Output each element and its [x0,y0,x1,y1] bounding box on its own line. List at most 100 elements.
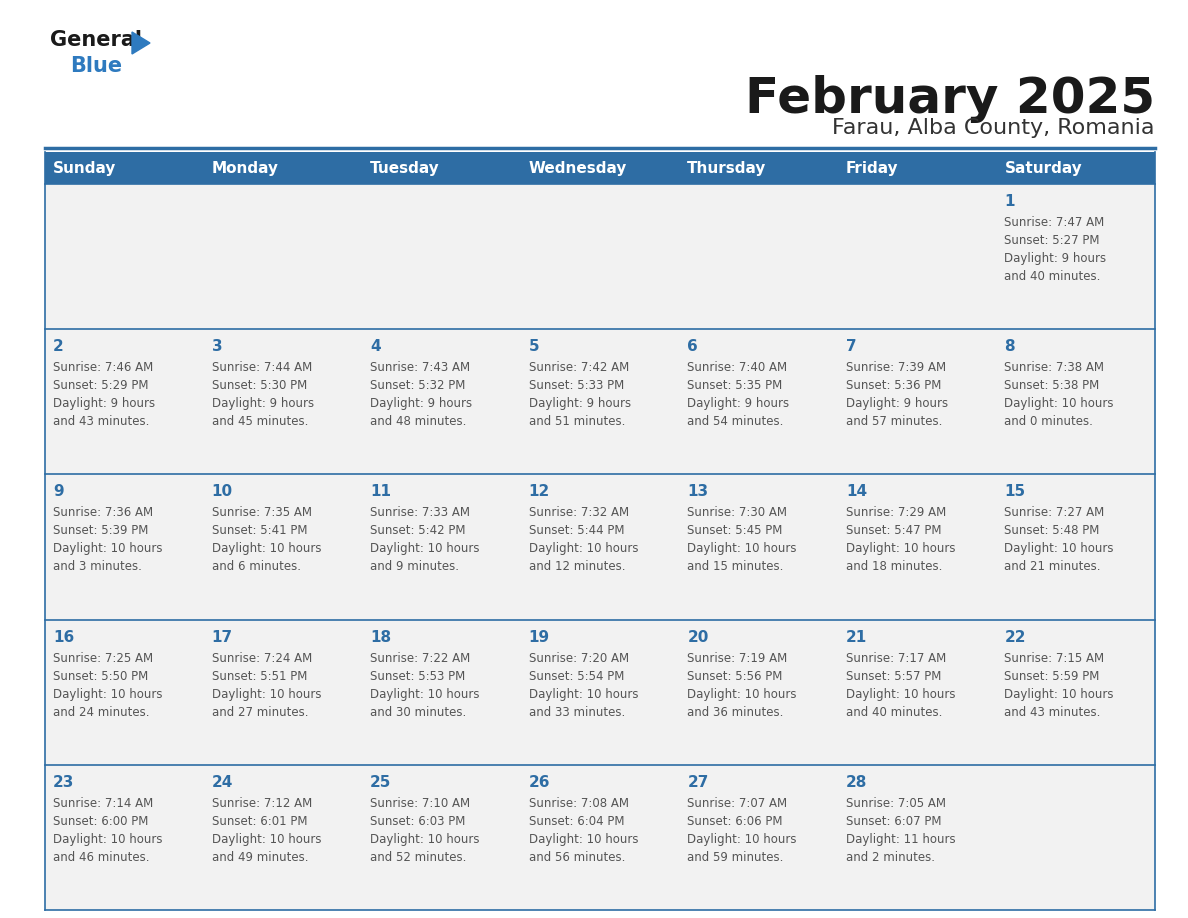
Text: and 43 minutes.: and 43 minutes. [1004,706,1101,719]
Text: 3: 3 [211,339,222,354]
Text: Friday: Friday [846,161,898,175]
Text: Daylight: 9 hours: Daylight: 9 hours [1004,252,1106,265]
Text: Sunrise: 7:08 AM: Sunrise: 7:08 AM [529,797,628,810]
Text: and 43 minutes.: and 43 minutes. [53,415,150,428]
Text: Sunset: 6:01 PM: Sunset: 6:01 PM [211,815,307,828]
Text: Sunrise: 7:43 AM: Sunrise: 7:43 AM [371,361,470,375]
Text: 13: 13 [688,485,708,499]
Bar [45,475,1155,620]
Text: Tuesday: Tuesday [371,161,440,175]
Text: 5: 5 [529,339,539,354]
Text: Monday: Monday [211,161,278,175]
Text: Blue: Blue [70,56,122,76]
Text: Sunrise: 7:24 AM: Sunrise: 7:24 AM [211,652,311,665]
Text: Sunset: 5:39 PM: Sunset: 5:39 PM [53,524,148,537]
Text: Sunrise: 7:47 AM: Sunrise: 7:47 AM [1004,216,1105,229]
Text: Farau, Alba County, Romania: Farau, Alba County, Romania [833,118,1155,138]
Text: Daylight: 10 hours: Daylight: 10 hours [1004,397,1114,410]
Text: Daylight: 10 hours: Daylight: 10 hours [688,543,797,555]
Text: Daylight: 9 hours: Daylight: 9 hours [371,397,473,410]
Text: and 54 minutes.: and 54 minutes. [688,415,784,428]
Text: Wednesday: Wednesday [529,161,627,175]
Text: Sunrise: 7:22 AM: Sunrise: 7:22 AM [371,652,470,665]
Text: Daylight: 10 hours: Daylight: 10 hours [1004,688,1114,700]
Text: and 57 minutes.: and 57 minutes. [846,415,942,428]
Text: and 52 minutes.: and 52 minutes. [371,851,467,864]
Text: and 51 minutes.: and 51 minutes. [529,415,625,428]
Text: 11: 11 [371,485,391,499]
Text: Daylight: 10 hours: Daylight: 10 hours [688,833,797,845]
Text: Sunrise: 7:36 AM: Sunrise: 7:36 AM [53,507,153,520]
Text: and 40 minutes.: and 40 minutes. [846,706,942,719]
Text: Sunset: 5:53 PM: Sunset: 5:53 PM [371,669,466,683]
Text: and 48 minutes.: and 48 minutes. [371,415,467,428]
Text: Sunrise: 7:44 AM: Sunrise: 7:44 AM [211,361,311,375]
Text: Daylight: 10 hours: Daylight: 10 hours [529,543,638,555]
Text: Sunrise: 7:29 AM: Sunrise: 7:29 AM [846,507,946,520]
Text: and 21 minutes.: and 21 minutes. [1004,560,1101,574]
Text: Sunrise: 7:19 AM: Sunrise: 7:19 AM [688,652,788,665]
Text: 15: 15 [1004,485,1025,499]
Text: Daylight: 10 hours: Daylight: 10 hours [211,543,321,555]
Text: Sunset: 5:33 PM: Sunset: 5:33 PM [529,379,624,392]
Text: and 9 minutes.: and 9 minutes. [371,560,459,574]
Text: Sunrise: 7:05 AM: Sunrise: 7:05 AM [846,797,946,810]
Text: Sunset: 5:30 PM: Sunset: 5:30 PM [211,379,307,392]
Text: Daylight: 10 hours: Daylight: 10 hours [1004,543,1114,555]
Text: Sunset: 5:35 PM: Sunset: 5:35 PM [688,379,783,392]
Text: Sunrise: 7:15 AM: Sunrise: 7:15 AM [1004,652,1105,665]
Text: Sunrise: 7:14 AM: Sunrise: 7:14 AM [53,797,153,810]
Text: 19: 19 [529,630,550,644]
Text: 25: 25 [371,775,392,789]
Text: and 45 minutes.: and 45 minutes. [211,415,308,428]
Text: Sunset: 5:41 PM: Sunset: 5:41 PM [211,524,307,537]
Text: and 6 minutes.: and 6 minutes. [211,560,301,574]
Text: 7: 7 [846,339,857,354]
Text: Daylight: 10 hours: Daylight: 10 hours [211,688,321,700]
Text: and 46 minutes.: and 46 minutes. [53,851,150,864]
Polygon shape [132,32,150,54]
Text: and 3 minutes.: and 3 minutes. [53,560,141,574]
Text: Sunset: 5:56 PM: Sunset: 5:56 PM [688,669,783,683]
Text: Sunrise: 7:10 AM: Sunrise: 7:10 AM [371,797,470,810]
Text: Daylight: 9 hours: Daylight: 9 hours [688,397,789,410]
Text: Sunrise: 7:20 AM: Sunrise: 7:20 AM [529,652,628,665]
Text: 14: 14 [846,485,867,499]
Text: Sunset: 5:50 PM: Sunset: 5:50 PM [53,669,148,683]
Text: February 2025: February 2025 [745,75,1155,123]
Text: Sunrise: 7:07 AM: Sunrise: 7:07 AM [688,797,788,810]
Text: and 36 minutes.: and 36 minutes. [688,706,784,719]
Text: Sunset: 5:27 PM: Sunset: 5:27 PM [1004,234,1100,247]
Text: Daylight: 10 hours: Daylight: 10 hours [371,833,480,845]
Text: Daylight: 11 hours: Daylight: 11 hours [846,833,955,845]
Text: Daylight: 9 hours: Daylight: 9 hours [53,397,156,410]
Text: Sunset: 5:45 PM: Sunset: 5:45 PM [688,524,783,537]
Text: Sunrise: 7:17 AM: Sunrise: 7:17 AM [846,652,946,665]
Text: Sunrise: 7:32 AM: Sunrise: 7:32 AM [529,507,628,520]
Text: Sunrise: 7:35 AM: Sunrise: 7:35 AM [211,507,311,520]
Text: Sunrise: 7:42 AM: Sunrise: 7:42 AM [529,361,628,375]
Text: Sunrise: 7:33 AM: Sunrise: 7:33 AM [371,507,470,520]
Text: Sunday: Sunday [53,161,116,175]
Text: Daylight: 9 hours: Daylight: 9 hours [211,397,314,410]
Text: 27: 27 [688,775,709,789]
Text: and 33 minutes.: and 33 minutes. [529,706,625,719]
Text: Sunset: 6:06 PM: Sunset: 6:06 PM [688,815,783,828]
Text: 4: 4 [371,339,381,354]
Text: Sunset: 5:38 PM: Sunset: 5:38 PM [1004,379,1100,392]
Text: Daylight: 10 hours: Daylight: 10 hours [529,833,638,845]
Text: and 15 minutes.: and 15 minutes. [688,560,784,574]
Text: Daylight: 10 hours: Daylight: 10 hours [846,688,955,700]
Text: Sunset: 5:36 PM: Sunset: 5:36 PM [846,379,941,392]
Text: 22: 22 [1004,630,1026,644]
Text: Sunrise: 7:46 AM: Sunrise: 7:46 AM [53,361,153,375]
Bar [45,152,1155,184]
Text: Sunrise: 7:38 AM: Sunrise: 7:38 AM [1004,361,1105,375]
Text: and 56 minutes.: and 56 minutes. [529,851,625,864]
Text: and 59 minutes.: and 59 minutes. [688,851,784,864]
Text: Sunset: 6:00 PM: Sunset: 6:00 PM [53,815,148,828]
Text: and 2 minutes.: and 2 minutes. [846,851,935,864]
Text: Sunset: 5:48 PM: Sunset: 5:48 PM [1004,524,1100,537]
Text: Sunrise: 7:30 AM: Sunrise: 7:30 AM [688,507,788,520]
Text: Daylight: 10 hours: Daylight: 10 hours [53,833,163,845]
